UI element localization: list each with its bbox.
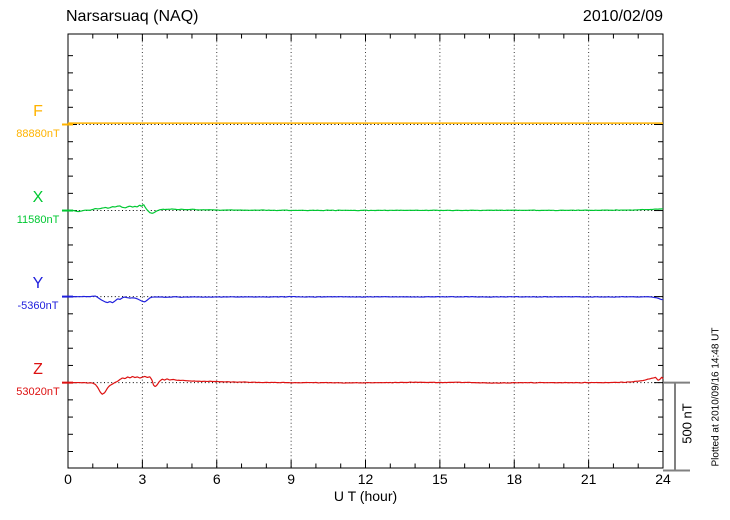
x-tick-label-18: 18 — [506, 471, 523, 487]
x-tick-label-15: 15 — [432, 471, 448, 487]
x-axis-title: U T (hour) — [333, 488, 398, 504]
date-label: 2010/02/09 — [582, 8, 663, 25]
series-Z-baseline-value: 53020nT — [16, 385, 60, 398]
series-Y-baseline-value: -5360nT — [17, 299, 59, 312]
series-F-label: F — [33, 102, 43, 120]
page-title: Narsarsuaq (NAQ) — [66, 8, 199, 25]
series-X-label: X — [32, 188, 44, 206]
x-tick-label-12: 12 — [357, 471, 374, 487]
series-X-baseline-value: 11580nT — [16, 213, 60, 226]
trace-Y — [67, 295, 664, 304]
plotted-at-note: Plotted at 2010/09/16 14:48 UT — [710, 327, 722, 467]
series-Y-label: Y — [32, 274, 44, 292]
series-Z-label: Z — [33, 360, 43, 378]
x-tick-label-9: 9 — [287, 471, 296, 487]
series-F-baseline-value: 88880nT — [16, 127, 60, 140]
x-tick-label-0: 0 — [64, 471, 72, 487]
scale-bar-label: 500 nT — [679, 403, 695, 444]
x-tick-label-21: 21 — [580, 471, 597, 487]
trace-Z — [67, 375, 664, 395]
x-tick-label-3: 3 — [138, 471, 147, 487]
x-tick-label-6: 6 — [212, 471, 221, 487]
x-tick-label-24: 24 — [655, 471, 671, 487]
trace-X — [67, 204, 664, 214]
